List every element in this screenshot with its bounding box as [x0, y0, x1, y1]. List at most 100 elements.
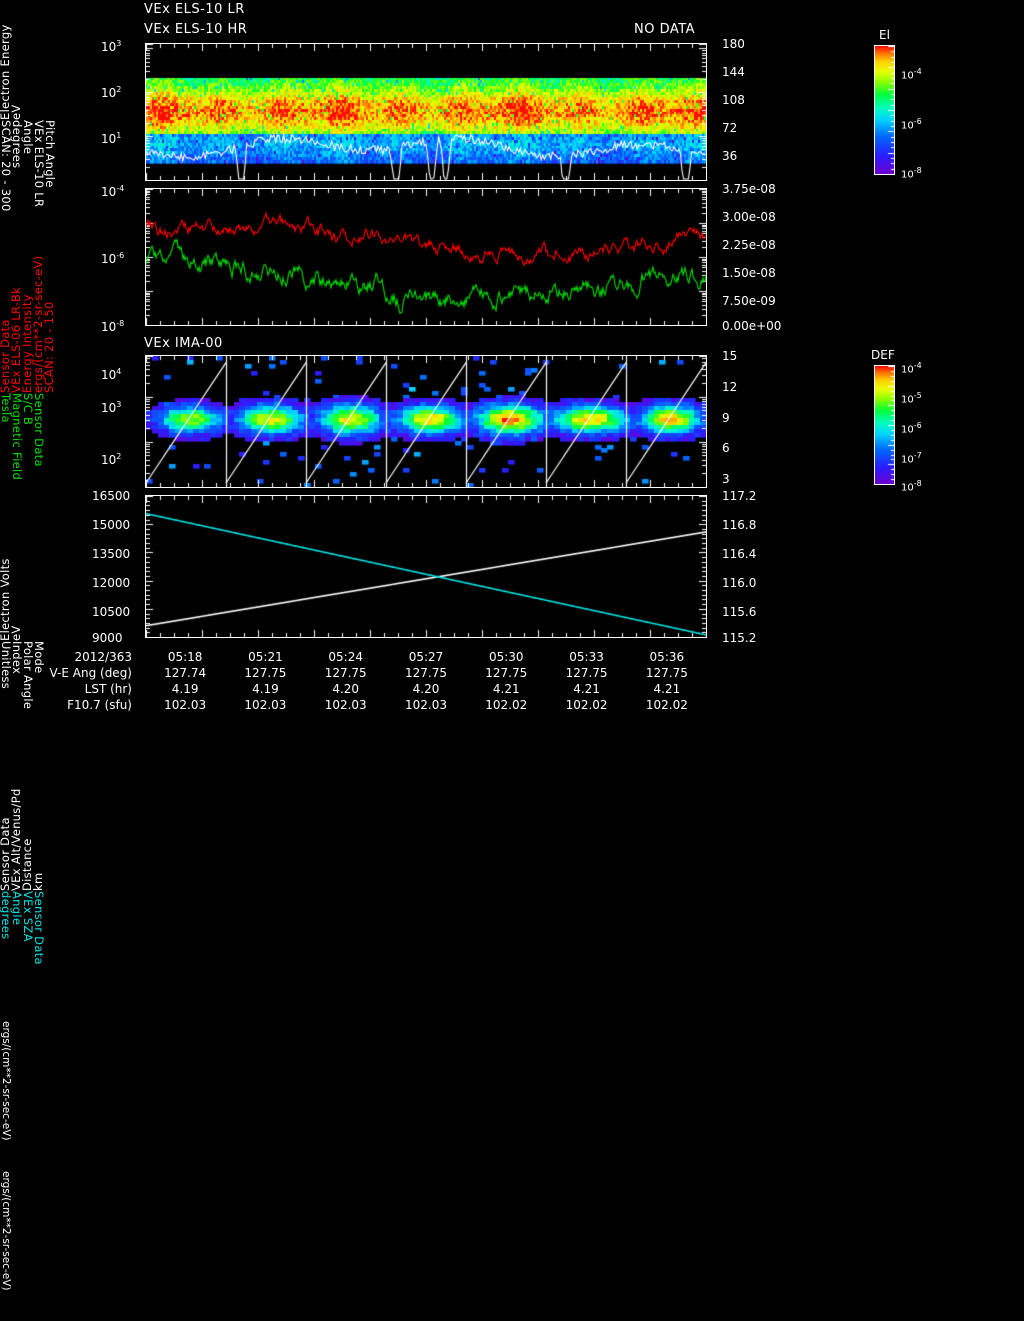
def-colorbar-tick-3: 10-7 — [901, 451, 922, 466]
time-tick-1: 05:21 — [248, 650, 283, 664]
panel4-right-tick-2: 116.4 — [722, 547, 757, 561]
panel-ima-spectrogram[interactable] — [145, 355, 707, 488]
el-colorbar-units: ergs/(cm**2-sr-sec-eV) — [0, 1021, 12, 1141]
panel1-ytick-0: 103 — [101, 39, 122, 54]
panel4-ytick-5: 9000 — [92, 631, 123, 645]
cell-6: 4.21 — [653, 682, 681, 696]
el-colorbar — [874, 45, 895, 175]
panel4-ytick-0: 16500 — [92, 489, 131, 503]
cell-1: 127.75 — [244, 666, 287, 680]
def-colorbar — [874, 365, 895, 485]
panel3-right-tick-2: 9 — [722, 411, 730, 425]
panel3-right-tick-4: 3 — [722, 472, 730, 486]
title-ima: VEx IMA-00 — [144, 336, 223, 351]
cell-2: 4.20 — [332, 682, 360, 696]
row-label-ve-ang: V-E Ang (deg) — [49, 666, 132, 680]
cell-1: 102.03 — [244, 698, 287, 712]
el-colorbar-label: El — [879, 28, 890, 42]
cell-3: 4.20 — [412, 682, 440, 696]
panel4-right-tick-4: 115.6 — [722, 605, 757, 619]
panel2-right-tick-5: 0.00e+00 — [722, 319, 782, 333]
panel2-right-axis-title: Sensor Data S/C B Magnetic Field Tesla — [0, 393, 46, 481]
panel4-ytick-2: 13500 — [92, 547, 131, 561]
panel3-right-tick-3: 6 — [722, 441, 730, 455]
row-label-f107: F10.7 (sfu) — [67, 698, 132, 712]
panel4-right-tick-5: 115.2 — [722, 631, 757, 645]
panel4-left-axis-title: Sensor Data VEx Alt/Venus/Pd Distance km — [0, 788, 45, 891]
cell-4: 102.02 — [485, 698, 528, 712]
cell-2: 127.75 — [324, 666, 367, 680]
panel1-right-tick-4: 36 — [722, 149, 738, 163]
cell-6: 127.75 — [645, 666, 688, 680]
el-colorbar-tick-1: 10-6 — [901, 117, 922, 132]
el-colorbar-tick-2: 10-8 — [901, 166, 922, 181]
els-spectrogram-canvas — [146, 44, 706, 180]
cell-3: 127.75 — [405, 666, 447, 680]
cell-1: 4.19 — [252, 682, 279, 696]
panel1-right-tick-0: 180 — [722, 37, 745, 51]
panel1-right-tick-3: 72 — [722, 121, 738, 135]
panel-els-spectrogram[interactable] — [145, 43, 707, 181]
time-tick-2: 05:24 — [328, 650, 363, 664]
ima-spectrogram-canvas — [146, 356, 706, 487]
panel2-right-tick-4: 7.50e-09 — [722, 294, 776, 308]
cell-2: 102.03 — [324, 698, 367, 712]
panel2-ytick-2: 10-8 — [101, 319, 125, 334]
cell-4: 4.21 — [492, 682, 520, 696]
panel3-ytick-2: 102 — [101, 452, 122, 467]
panel4-right-tick-3: 116.0 — [722, 576, 757, 590]
row-label-lst: LST (hr) — [84, 682, 132, 696]
def-colorbar-label: DEF — [871, 348, 895, 362]
panel2-ytick-1: 10-6 — [101, 251, 125, 266]
panel-altitude-sza[interactable] — [145, 495, 707, 638]
title-els-hr: VEx ELS-10 HR — [144, 22, 248, 37]
panel1-right-axis-title: Pitch Angle VEx ELS-10 LR Angle degrees … — [0, 120, 57, 212]
panel4-ytick-3: 12000 — [92, 576, 131, 590]
def-colorbar-tick-2: 10-6 — [901, 421, 922, 436]
cell-3: 102.03 — [405, 698, 447, 712]
panel3-ytick-0: 104 — [101, 367, 122, 382]
panel1-right-tick-1: 144 — [722, 65, 745, 79]
panel2-right-tick-2: 2.25e-08 — [722, 238, 776, 252]
time-tick-6: 05:36 — [649, 650, 685, 664]
cell-4: 127.75 — [485, 666, 528, 680]
panel2-right-tick-1: 3.00e-08 — [722, 210, 776, 224]
panel3-right-tick-1: 12 — [722, 380, 738, 394]
panel4-ytick-1: 15000 — [92, 518, 131, 532]
panel4-right-tick-1: 116.8 — [722, 518, 757, 532]
altitude-sza-canvas — [146, 496, 706, 637]
cell-0: 102.03 — [164, 698, 207, 712]
panel2-ytick-0: 10-4 — [101, 184, 125, 199]
cell-5: 127.75 — [565, 666, 608, 680]
def-colorbar-tick-1: 10-5 — [901, 391, 922, 406]
cell-5: 102.02 — [565, 698, 608, 712]
cell-0: 4.19 — [171, 682, 199, 696]
time-tick-4: 05:30 — [488, 650, 524, 664]
panel-energy-intensity[interactable] — [145, 188, 707, 326]
time-tick-0: 05:18 — [167, 650, 203, 664]
panel2-right-tick-0: 3.75e-08 — [722, 182, 776, 196]
panel1-left-axis-title: Electron Energy eV — [0, 24, 23, 120]
panel1-ytick-2: 101 — [101, 131, 122, 146]
def-colorbar-tick-4: 10-8 — [901, 479, 922, 494]
cell-5: 4.21 — [573, 682, 600, 696]
panel1-ytick-1: 102 — [101, 85, 122, 100]
panel3-ytick-1: 103 — [101, 400, 122, 415]
panel4-ytick-4: 10500 — [92, 605, 131, 619]
panel3-left-axis-title: Electron Volts eV — [0, 558, 23, 641]
def-colorbar-units: ergs/(cm**2-sr-sec-eV) — [0, 1171, 12, 1291]
panel1-right-tick-2: 108 — [722, 93, 745, 107]
time-tick-5: 05:33 — [569, 650, 604, 664]
time-tick-3: 05:27 — [408, 650, 444, 664]
panel3-right-tick-0: 15 — [722, 349, 738, 363]
panel2-right-tick-3: 1.50e-08 — [722, 266, 776, 280]
cell-6: 102.02 — [645, 698, 688, 712]
panel3-right-axis-title: Mode Polar Angle Index Unitless — [0, 641, 46, 710]
cell-0: 127.74 — [164, 666, 207, 680]
def-colorbar-tick-0: 10-4 — [901, 361, 922, 376]
title-els-lr: VEx ELS-10 LR — [144, 2, 245, 17]
time-axis-date-label: 2012/363 — [74, 650, 133, 664]
panel2-left-axis-title: Sensor Data VEx ELS-06 LR-Bk Energy Inte… — [0, 255, 56, 393]
no-data-label: NO DATA — [634, 22, 696, 37]
energy-intensity-canvas — [146, 189, 706, 325]
